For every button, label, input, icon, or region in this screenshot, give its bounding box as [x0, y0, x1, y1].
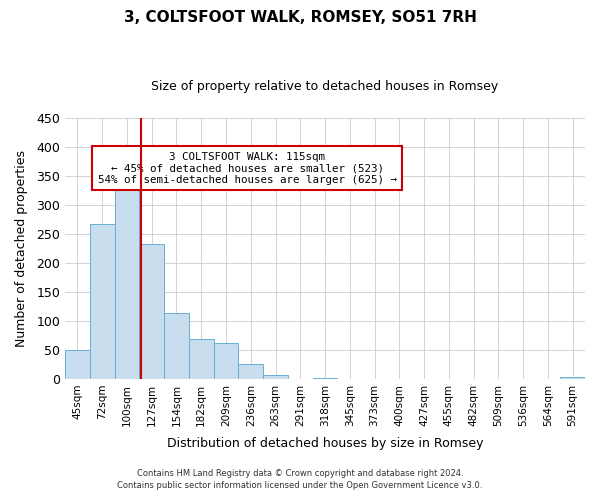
Bar	[164, 313, 189, 379]
Bar	[139, 244, 164, 379]
Y-axis label: Number of detached properties: Number of detached properties	[15, 150, 28, 347]
Title: Size of property relative to detached houses in Romsey: Size of property relative to detached ho…	[151, 80, 499, 93]
Bar	[263, 376, 288, 379]
X-axis label: Distribution of detached houses by size in Romsey: Distribution of detached houses by size …	[167, 437, 483, 450]
Bar	[115, 182, 139, 379]
Bar	[238, 364, 263, 379]
Bar	[313, 378, 337, 379]
Text: 3, COLTSFOOT WALK, ROMSEY, SO51 7RH: 3, COLTSFOOT WALK, ROMSEY, SO51 7RH	[124, 10, 476, 25]
Bar	[560, 377, 585, 379]
Bar	[189, 340, 214, 379]
Text: Contains HM Land Registry data © Crown copyright and database right 2024.
Contai: Contains HM Land Registry data © Crown c…	[118, 468, 482, 490]
Bar	[90, 224, 115, 379]
Text: 3 COLTSFOOT WALK: 115sqm
← 45% of detached houses are smaller (523)
54% of semi-: 3 COLTSFOOT WALK: 115sqm ← 45% of detach…	[98, 152, 397, 185]
Bar	[65, 350, 90, 379]
Bar	[214, 343, 238, 379]
